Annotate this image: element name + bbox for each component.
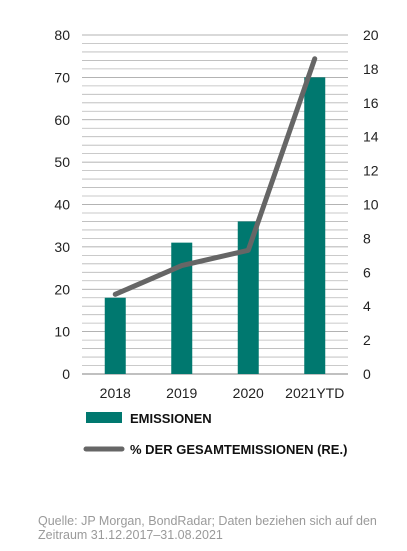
line-series bbox=[112, 56, 318, 297]
x-tick-label: 2020 bbox=[233, 385, 264, 401]
x-tick-label: 2018 bbox=[100, 385, 131, 401]
right-tick-label: 4 bbox=[363, 298, 371, 314]
bar-2021YTD bbox=[304, 77, 326, 374]
right-tick-label: 20 bbox=[363, 27, 379, 43]
bar-2020 bbox=[237, 221, 259, 374]
left-tick-label: 70 bbox=[54, 69, 70, 85]
bar-series bbox=[104, 77, 326, 374]
right-axis: 0 2 4 6 8 10 12 14 16 18 20 bbox=[363, 27, 379, 382]
legend: EMISSIONEN % DER GESAMTEMISSIONEN (RE.) bbox=[83, 411, 347, 457]
legend-bar-label: EMISSIONEN bbox=[130, 411, 212, 426]
right-tick-label: 14 bbox=[363, 129, 379, 145]
right-tick-label: 10 bbox=[363, 197, 379, 213]
left-tick-label: 0 bbox=[62, 366, 70, 382]
left-tick-label: 80 bbox=[54, 27, 70, 43]
chart: 0 10 20 30 40 50 60 70 80 0 2 4 6 8 10 12 14 16 18 20 2018… bbox=[54, 27, 379, 457]
gridlines bbox=[82, 34, 348, 375]
bar-2019 bbox=[171, 242, 193, 374]
left-tick-label: 20 bbox=[54, 281, 70, 297]
left-axis: 0 10 20 30 40 50 60 70 80 bbox=[54, 27, 70, 382]
right-tick-label: 8 bbox=[363, 230, 371, 246]
line-series-path bbox=[112, 56, 318, 297]
right-tick-label: 18 bbox=[363, 61, 379, 77]
right-tick-label: 12 bbox=[363, 163, 379, 179]
left-tick-label: 30 bbox=[54, 239, 70, 255]
x-tick-label: 2021YTD bbox=[285, 385, 344, 401]
x-axis: 2018 2019 2020 2021YTD bbox=[100, 385, 345, 401]
right-tick-label: 0 bbox=[363, 366, 371, 382]
left-tick-label: 40 bbox=[54, 197, 70, 213]
source-note: Quelle: JP Morgan, BondRadar; Daten bezi… bbox=[38, 514, 377, 542]
right-tick-label: 2 bbox=[363, 332, 371, 348]
legend-line-label: % DER GESAMTEMISSIONEN (RE.) bbox=[130, 442, 347, 457]
x-tick-label: 2019 bbox=[166, 385, 197, 401]
right-tick-label: 6 bbox=[363, 264, 371, 280]
bar-2018 bbox=[104, 297, 126, 374]
left-tick-label: 50 bbox=[54, 154, 70, 170]
left-tick-label: 10 bbox=[54, 324, 70, 340]
right-tick-label: 16 bbox=[363, 95, 379, 111]
left-tick-label: 60 bbox=[54, 112, 70, 128]
legend-bar-swatch bbox=[86, 412, 122, 423]
